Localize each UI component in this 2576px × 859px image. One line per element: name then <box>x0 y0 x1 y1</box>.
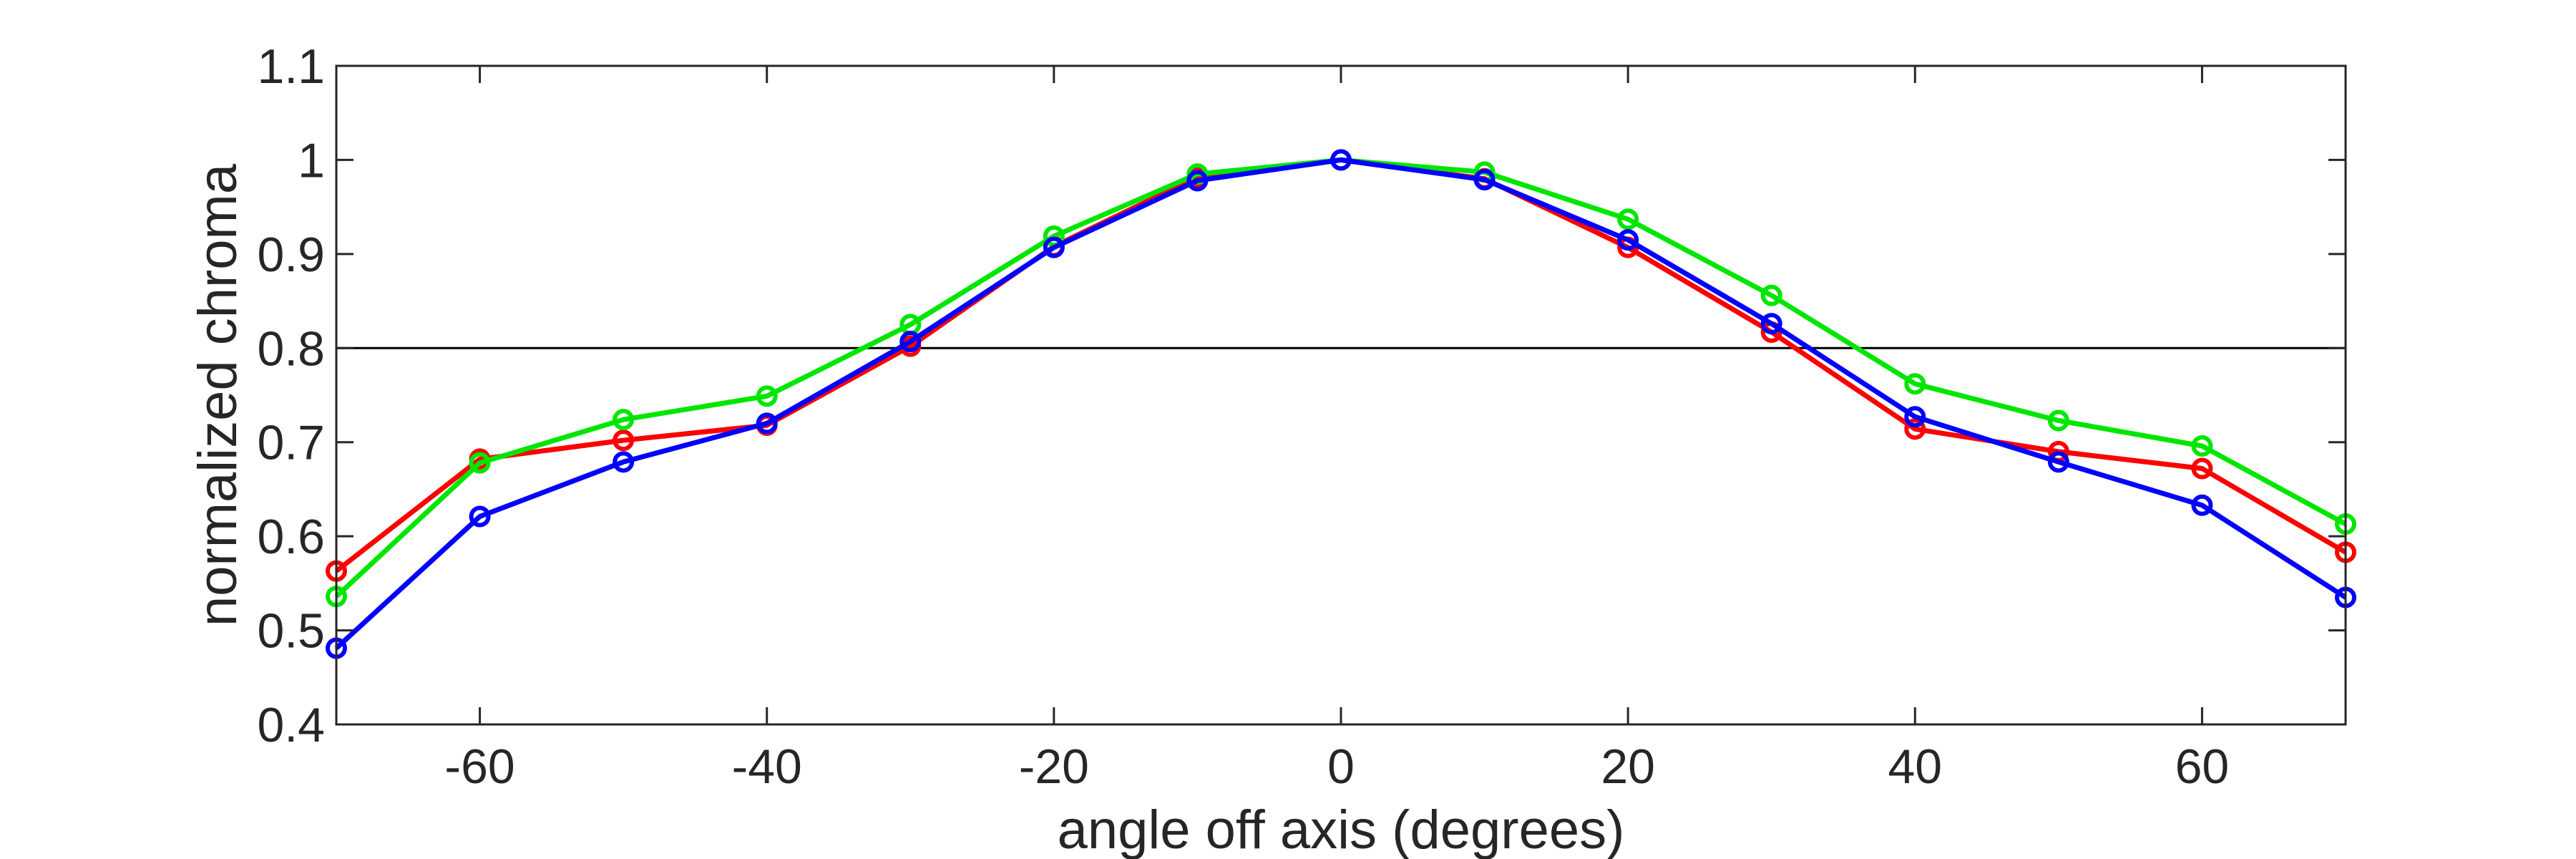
x-tick-label: -60 <box>444 739 514 794</box>
data-point <box>613 451 635 473</box>
data-point <box>1617 208 1639 230</box>
data-point <box>1760 284 1782 306</box>
data-point <box>756 412 778 435</box>
data-point <box>1330 149 1352 171</box>
y-axis-label: normalized chroma <box>187 163 248 626</box>
x-tick-label: 0 <box>1327 739 1355 794</box>
data-point <box>2191 435 2213 457</box>
data-point <box>2191 494 2213 516</box>
data-point <box>1760 313 1782 335</box>
ticks-layer: -60 -40 -20 0 20 40 60 0.4 0.5 0.6 0.7 0.8 0.9 1 1.1 <box>257 39 2346 794</box>
data-point <box>1473 169 1496 191</box>
data-point <box>2047 409 2069 432</box>
y-tick-label: 1 <box>298 133 325 188</box>
data-point <box>1043 236 1065 258</box>
x-tick-label: -40 <box>732 739 802 794</box>
x-tick-label: 20 <box>1601 739 1655 794</box>
y-tick-label: 0.9 <box>257 228 325 282</box>
data-point <box>1904 373 1926 395</box>
data-point <box>899 331 922 353</box>
plot-frame <box>335 64 2347 726</box>
data-point <box>2191 457 2213 480</box>
x-tick-label: -20 <box>1019 739 1089 794</box>
x-tick-label: 60 <box>2175 739 2230 794</box>
y-tick-label: 0.4 <box>257 698 325 752</box>
y-tick-label: 1.1 <box>257 39 325 94</box>
data-point <box>469 452 491 474</box>
series-layer <box>326 149 2356 659</box>
series-line <box>334 157 2347 651</box>
data-point <box>469 505 491 528</box>
x-tick-label: 40 <box>1888 739 1942 794</box>
y-tick-label: 0.8 <box>257 321 325 376</box>
x-axis-label: angle off axis (degrees) <box>1058 800 1625 859</box>
y-tick-label: 0.5 <box>257 604 325 659</box>
y-tick-label: 0.7 <box>257 416 325 470</box>
data-point <box>613 409 635 431</box>
data-point <box>1617 229 1639 251</box>
data-point <box>1186 170 1209 192</box>
plot-background <box>336 66 2346 724</box>
data-point <box>1904 418 1926 440</box>
y-tick-label: 0.6 <box>257 510 325 564</box>
data-point <box>2047 451 2069 473</box>
data-point <box>1904 406 1926 428</box>
data-point <box>613 430 635 452</box>
data-point <box>756 385 778 407</box>
